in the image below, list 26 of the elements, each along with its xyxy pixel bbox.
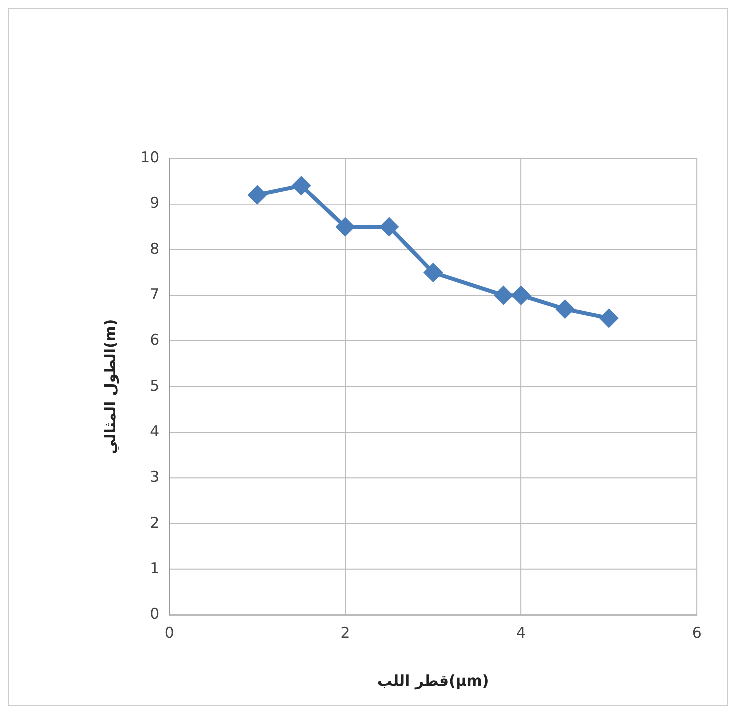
point — [556, 300, 574, 318]
y-tick-label: 5 — [150, 376, 160, 395]
y-tick-label: 10 — [140, 148, 160, 166]
point — [380, 218, 398, 236]
x-tick-label: 4 — [516, 624, 526, 642]
point — [336, 218, 354, 236]
x-axis-title: قطر اللب(µm) — [378, 672, 490, 690]
point — [248, 186, 267, 204]
y-tick-label: 9 — [150, 194, 160, 212]
point — [424, 264, 442, 282]
point — [600, 309, 618, 328]
y-tick-label: 1 — [150, 559, 160, 578]
y-tick-label: 0 — [150, 605, 160, 624]
y-tick-label: 8 — [150, 240, 160, 258]
y-tick-label: 6 — [150, 331, 160, 350]
point — [292, 176, 310, 195]
y-tick-label: 4 — [150, 422, 160, 440]
x-tick-label: 0 — [164, 624, 174, 642]
x-tick-label: 6 — [692, 624, 702, 642]
x-tick-label: 2 — [340, 624, 350, 642]
y-tick-label: 7 — [150, 285, 160, 304]
y-tick-label: 2 — [150, 514, 160, 532]
y-tick-label: 3 — [150, 468, 160, 486]
y-axis-title: الطول المثالي(m) — [102, 319, 120, 455]
point — [494, 286, 513, 305]
point — [512, 286, 530, 305]
